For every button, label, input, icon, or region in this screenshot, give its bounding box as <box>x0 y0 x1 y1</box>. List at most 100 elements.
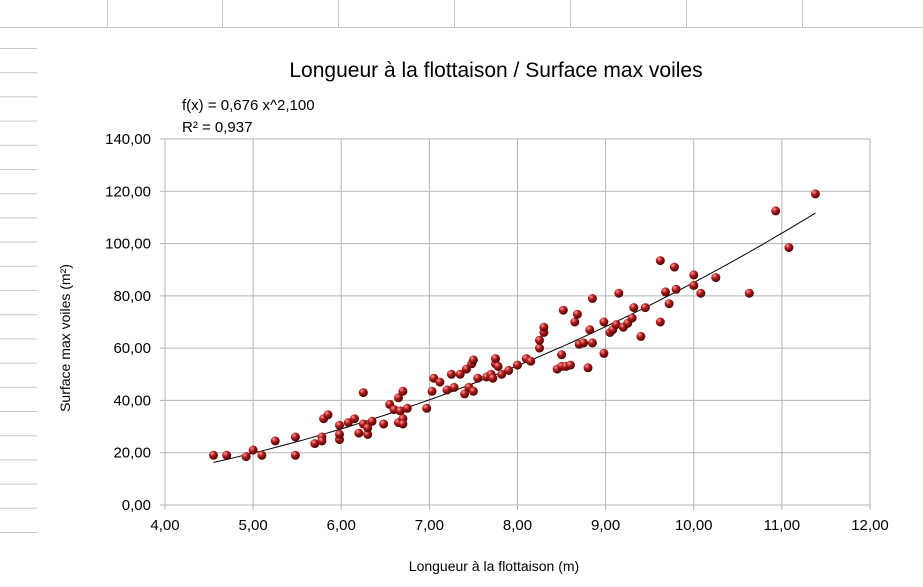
data-point <box>435 377 445 387</box>
x-tick-label: 5,00 <box>239 517 268 534</box>
data-point <box>599 348 609 358</box>
x-tick-label: 10,00 <box>675 517 713 534</box>
data-point <box>310 439 320 449</box>
data-point <box>661 287 670 297</box>
data-point <box>350 414 359 424</box>
data-point <box>442 385 452 395</box>
data-point <box>358 388 368 398</box>
data-point <box>323 410 333 420</box>
data-point <box>468 386 478 396</box>
data-point <box>557 350 567 360</box>
y-axis-label: Surface max voiles (m²) <box>57 264 73 412</box>
data-point <box>771 206 781 216</box>
y-tick-label: 0,00 <box>122 497 151 514</box>
y-tick-label: 100,00 <box>105 236 151 253</box>
data-point <box>689 280 699 290</box>
data-point <box>422 403 432 413</box>
data-point <box>583 363 593 373</box>
data-point <box>455 369 465 379</box>
data-point <box>290 450 300 460</box>
data-point <box>317 436 327 446</box>
y-tick-label: 80,00 <box>113 288 151 305</box>
data-point <box>535 335 544 345</box>
data-point <box>558 305 568 315</box>
data-point <box>241 452 251 462</box>
data-point <box>640 303 650 313</box>
data-point <box>379 419 389 429</box>
data-point <box>497 369 507 379</box>
data-point <box>473 373 483 383</box>
data-point <box>526 356 536 366</box>
data-point <box>744 288 754 298</box>
data-point <box>363 423 373 433</box>
data-point <box>493 361 503 371</box>
data-point <box>614 288 624 298</box>
x-tick-labels: 4,00 5,00 6,00 7,00 8,00 9,00 10,00 11,00 12,00 <box>150 505 889 534</box>
data-point <box>449 382 459 392</box>
x-tick-label: 12,00 <box>851 517 889 534</box>
data-point <box>446 369 456 379</box>
data-point <box>579 338 589 348</box>
data-point <box>570 317 580 327</box>
data-point <box>565 360 575 370</box>
data-point <box>627 313 637 323</box>
data-point <box>539 322 549 332</box>
data-point <box>491 354 500 364</box>
data-point <box>629 303 639 313</box>
data-point <box>270 436 280 446</box>
chart-title: Longueur à la flottaison / Surface max v… <box>289 59 702 82</box>
data-points <box>209 189 820 462</box>
x-axis-label: Longueur à la flottaison (m) <box>409 558 579 574</box>
x-tick-label: 11,00 <box>764 517 800 534</box>
data-point <box>513 360 522 370</box>
data-point <box>671 284 681 294</box>
data-point <box>335 420 344 430</box>
data-point <box>398 419 408 429</box>
trend-equation: f(x) = 0,676 x^2,100 <box>182 97 315 114</box>
x-tick-label: 9,00 <box>591 517 620 534</box>
data-point <box>290 432 300 442</box>
data-point <box>655 317 665 327</box>
data-point <box>427 386 437 396</box>
data-point <box>655 256 665 266</box>
data-point <box>460 389 470 399</box>
data-point <box>354 428 364 438</box>
data-point <box>504 365 514 375</box>
y-tick-label: 40,00 <box>113 392 151 409</box>
x-tick-label: 8,00 <box>503 517 532 534</box>
data-point <box>394 393 403 403</box>
data-point <box>257 450 267 460</box>
data-point <box>810 189 820 199</box>
data-point <box>587 294 597 303</box>
data-point <box>599 317 609 327</box>
data-point <box>488 373 498 383</box>
data-point <box>535 343 544 353</box>
y-tick-label: 140,00 <box>105 131 151 148</box>
x-tick-label: 4,00 <box>150 517 179 534</box>
chart-grid <box>165 139 870 505</box>
data-point <box>395 406 405 416</box>
data-point <box>587 338 597 348</box>
y-tick-label: 60,00 <box>113 340 151 357</box>
data-point <box>222 450 232 460</box>
data-point <box>784 243 794 252</box>
data-point <box>398 386 408 396</box>
data-point <box>696 288 706 298</box>
trendline <box>213 212 816 463</box>
y-tick-labels: 0,00 20,00 40,00 60,00 80,00 100,00 120,00 140,… <box>105 131 165 514</box>
data-point <box>248 445 258 455</box>
data-point <box>611 320 621 330</box>
data-point <box>363 429 373 439</box>
trendline-path <box>213 212 816 463</box>
data-point <box>664 299 674 309</box>
data-point <box>572 309 582 319</box>
y-tick-label: 20,00 <box>113 445 151 462</box>
data-point <box>669 262 679 272</box>
data-point <box>468 355 478 365</box>
x-tick-label: 7,00 <box>415 517 444 534</box>
x-tick-label: 6,00 <box>327 517 356 534</box>
data-point <box>367 416 377 426</box>
